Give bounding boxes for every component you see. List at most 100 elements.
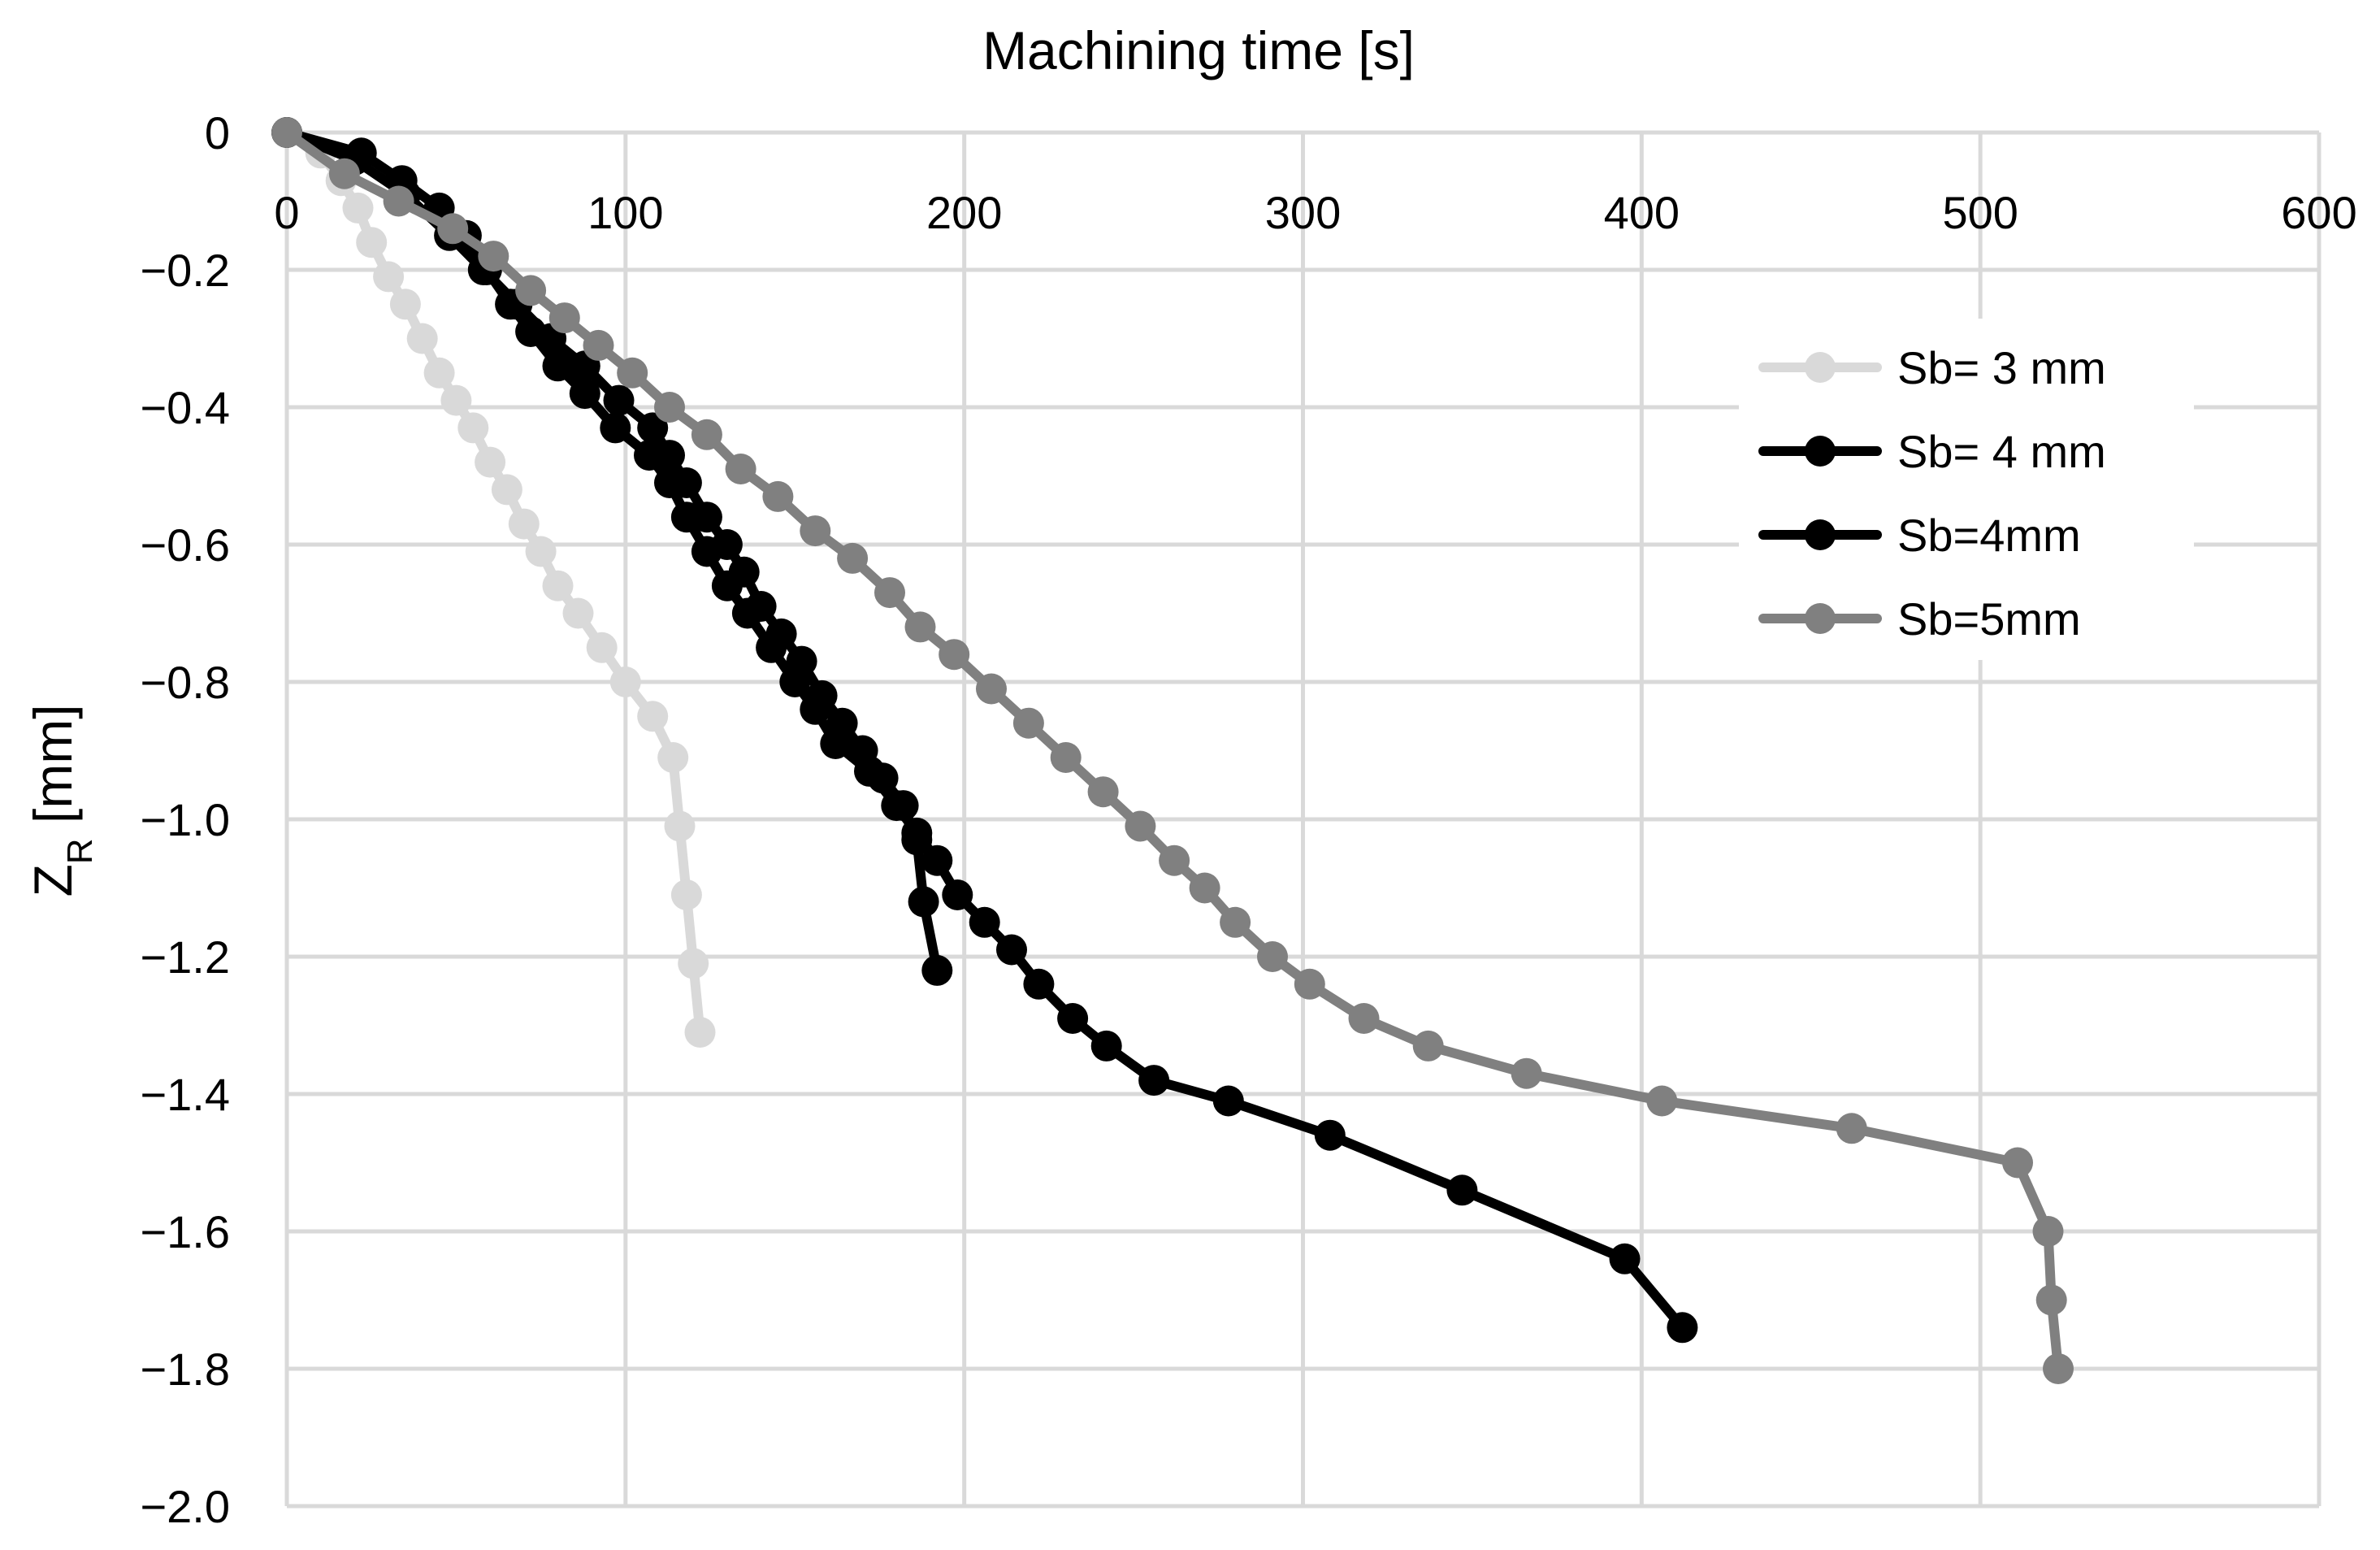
series-group: [271, 117, 2074, 1384]
data-point: [725, 454, 756, 484]
data-point: [600, 412, 631, 444]
x-tick-label: 400: [1604, 187, 1680, 238]
data-point: [562, 597, 594, 629]
y-tick-label: −0.2: [140, 245, 230, 296]
data-point: [1087, 776, 1119, 808]
data-point: [342, 192, 374, 224]
data-point: [609, 666, 641, 697]
data-point: [508, 508, 540, 540]
legend-label: Sb=4mm: [1897, 510, 2081, 561]
legend: Sb= 3 mm Sb= 4 mm Sb=4mm Sb=5mm: [1739, 319, 2194, 660]
data-point: [837, 542, 869, 574]
series-4: [271, 117, 2074, 1384]
data-point: [678, 948, 709, 979]
data-point: [1314, 1119, 1346, 1151]
legend-swatch-marker: [1805, 352, 1836, 383]
data-point: [1412, 1030, 1444, 1062]
data-point: [1220, 906, 1251, 938]
data-point: [901, 824, 933, 856]
y-axis-title-main: Z: [23, 864, 83, 897]
data-point: [939, 639, 970, 671]
data-point: [711, 529, 743, 560]
data-point: [1057, 1003, 1089, 1034]
data-point: [548, 302, 580, 334]
data-point: [637, 701, 669, 732]
data-point: [762, 480, 794, 512]
y-tick-label: −1.4: [140, 1069, 230, 1120]
data-point: [2043, 1353, 2074, 1384]
axes: 0 100 200 300 400 500 600 0 −0.2 −0.4 −0.6 −0.8 −1.0…: [140, 107, 2356, 1532]
x-tick-label: 300: [1265, 187, 1341, 238]
data-point: [328, 158, 360, 189]
data-point: [657, 742, 689, 773]
data-point: [670, 467, 702, 498]
data-point: [867, 762, 899, 794]
data-point: [1125, 810, 1156, 842]
data-point: [1159, 844, 1190, 876]
data-point: [887, 790, 919, 822]
data-point: [874, 577, 905, 609]
data-point: [1257, 941, 1288, 972]
data-point: [603, 384, 635, 416]
data-point: [942, 879, 973, 910]
data-point: [2035, 1284, 2067, 1316]
data-point: [440, 384, 472, 416]
legend-label: Sb=5mm: [1897, 593, 2081, 645]
series-3: [271, 117, 953, 986]
data-point: [1138, 1065, 1170, 1096]
data-point: [437, 213, 469, 245]
data-point: [996, 934, 1027, 966]
y-tick-label: −2.0: [140, 1481, 230, 1532]
data-point: [389, 289, 421, 320]
data-point: [684, 1017, 716, 1048]
data-point: [800, 515, 831, 547]
legend-entry: Sb=4mm: [1758, 510, 2081, 561]
data-point: [1090, 1030, 1122, 1062]
data-point: [654, 440, 685, 471]
data-point: [1050, 742, 1082, 773]
data-point: [806, 679, 838, 711]
data-point: [2002, 1147, 2033, 1179]
data-point: [1646, 1085, 1678, 1117]
legend-label: Sb= 4 mm: [1897, 426, 2106, 477]
data-point: [478, 241, 509, 272]
data-point: [475, 446, 506, 478]
data-point: [664, 810, 696, 842]
y-tick-label: −0.4: [140, 382, 230, 433]
data-point: [373, 261, 405, 293]
data-point: [583, 329, 614, 361]
data-point: [654, 392, 685, 423]
data-point: [847, 735, 878, 766]
data-point: [691, 419, 722, 450]
data-point: [765, 618, 797, 649]
data-point: [1446, 1174, 1478, 1206]
data-point: [745, 591, 777, 622]
legend-entry: Sb= 4 mm: [1758, 426, 2106, 477]
legend-label: Sb= 3 mm: [1897, 342, 2106, 393]
data-point: [542, 570, 574, 601]
legend-swatch-marker: [1805, 519, 1836, 550]
x-axis-title: Machining time [s]: [982, 20, 1415, 80]
data-point: [1189, 872, 1220, 904]
data-point: [271, 117, 302, 148]
data-point: [921, 954, 953, 986]
legend-swatch-marker: [1805, 603, 1836, 634]
data-point: [423, 357, 455, 389]
y-tick-label: −0.6: [140, 519, 230, 571]
y-axis-title-subscript: R: [60, 838, 100, 864]
data-point: [1511, 1057, 1542, 1089]
y-tick-label: −0.8: [140, 657, 230, 708]
data-point: [586, 632, 618, 663]
data-point: [491, 474, 522, 506]
data-point: [1836, 1113, 1867, 1144]
data-point: [1023, 968, 1055, 1000]
data-point: [525, 536, 557, 567]
data-point: [1294, 968, 1325, 1000]
data-point: [1667, 1312, 1698, 1344]
data-point: [976, 673, 1007, 705]
y-tick-label: −1.6: [140, 1206, 230, 1257]
x-tick-label: 200: [926, 187, 1002, 238]
